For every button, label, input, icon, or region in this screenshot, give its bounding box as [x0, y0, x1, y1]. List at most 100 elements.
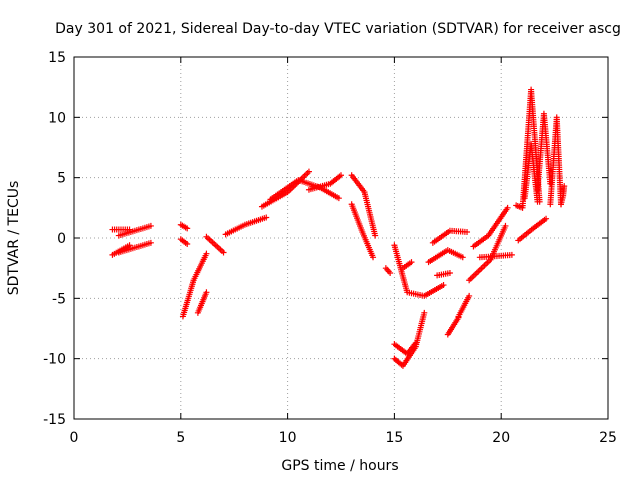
y-tick-label: 10 [48, 110, 66, 126]
data-point [190, 277, 197, 284]
data-point [305, 186, 312, 193]
series-arc-x [445, 316, 461, 336]
data-point [434, 272, 441, 279]
data-point [267, 196, 274, 203]
data-point [455, 313, 462, 320]
data-point [508, 251, 515, 258]
data-point [263, 214, 270, 221]
chart-title: Day 301 of 2021, Sidereal Day-to-day VTE… [55, 21, 621, 37]
data-point [521, 195, 528, 202]
data-point [220, 249, 227, 256]
data-point [372, 232, 379, 239]
data-point [466, 292, 473, 299]
y-tick-label: 5 [57, 171, 66, 187]
data-point [391, 355, 398, 362]
series-arc-af [547, 116, 564, 206]
data-point [115, 232, 122, 239]
data-point [177, 236, 184, 243]
data-point [444, 331, 451, 338]
x-tick-label: 25 [599, 430, 617, 446]
y-tick-label: -15 [43, 412, 66, 428]
data-point [194, 309, 201, 316]
data-point [547, 201, 554, 208]
data-point [540, 110, 547, 117]
series-arc-ae [534, 112, 554, 191]
data-point [543, 215, 550, 222]
data-point [444, 247, 451, 254]
data-point [485, 232, 492, 239]
data-point [558, 201, 565, 208]
data-point [126, 242, 133, 249]
series-arc-g [180, 252, 209, 318]
data-point [335, 195, 342, 202]
data-point [109, 251, 116, 258]
data-point [446, 269, 453, 276]
data-point [515, 237, 522, 244]
data-point [470, 243, 477, 250]
data-point [561, 183, 568, 190]
series-arc-t [392, 311, 427, 368]
y-axis-label: SDTVAR / TECUs [6, 181, 22, 296]
data-point [241, 221, 248, 228]
data-point [147, 239, 154, 246]
data-point [421, 309, 428, 316]
data-point [408, 259, 415, 266]
series-arc-j [224, 215, 268, 237]
data-point [404, 289, 411, 296]
data-point [493, 253, 500, 260]
series-arc-m [307, 173, 343, 193]
data-point [528, 140, 535, 147]
data-point [338, 172, 344, 179]
x-tick-label: 15 [385, 430, 403, 446]
plot-frame [73, 56, 609, 420]
data-point [391, 341, 398, 348]
data-point [425, 259, 432, 266]
data-point [421, 292, 428, 299]
data-point [115, 249, 122, 256]
data-point [534, 198, 541, 205]
data-point [327, 180, 334, 187]
x-axis-label: GPS time / hours [281, 458, 398, 474]
series-arc-aa [472, 206, 510, 249]
data-point [459, 254, 466, 261]
series-arc-w [436, 270, 451, 279]
data-point [203, 289, 210, 296]
data-point [222, 231, 229, 238]
data-point [412, 343, 419, 350]
data-point [203, 250, 210, 257]
series-arc-s [393, 341, 418, 356]
series-arc-d [117, 240, 152, 255]
series-arc-y [456, 294, 472, 318]
data-point [476, 254, 483, 261]
y-tick-label: -5 [52, 291, 66, 307]
y-tick-label: 0 [57, 231, 66, 247]
data-point [560, 192, 567, 199]
data-point [348, 201, 355, 208]
x-tick-label: 20 [492, 430, 510, 446]
data-point [305, 168, 312, 175]
data-point [348, 172, 355, 179]
data-point [184, 225, 191, 232]
y-tick-label: -10 [43, 352, 66, 368]
data-point [513, 202, 520, 209]
data-point [399, 362, 406, 369]
x-tick-label: 10 [279, 430, 297, 446]
data-point [528, 86, 535, 93]
data-point [147, 222, 154, 229]
data-point [553, 114, 560, 121]
data-point [370, 254, 377, 261]
x-tick-label: 5 [176, 430, 185, 446]
data-point [391, 242, 398, 249]
series-arc-q [391, 244, 445, 299]
x-tick-label: 0 [70, 430, 79, 446]
data-point [361, 189, 368, 196]
series-arc-o [349, 203, 376, 259]
data-point [203, 233, 210, 240]
series-arc-v [431, 227, 468, 245]
data-point [429, 239, 436, 246]
data-point [440, 282, 447, 289]
data-point [530, 225, 537, 232]
data-point [359, 228, 366, 235]
data-points [109, 86, 568, 369]
